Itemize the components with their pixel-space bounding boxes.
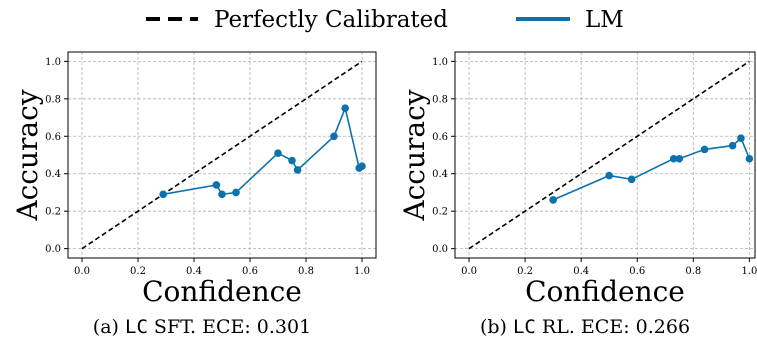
lm-series-line: [552, 136, 751, 201]
lm-point: [627, 175, 636, 184]
lm-point: [737, 134, 745, 142]
x-ticks: 0.0 0.2 0.4 0.6 0.8 1.0: [74, 258, 370, 277]
lm-point: [274, 149, 282, 157]
plot-frame: [454, 51, 756, 259]
x-tick-label: 0.8: [685, 266, 701, 277]
lm-point: [288, 156, 296, 165]
y-tick-label: 0.8: [45, 94, 61, 105]
y-tick-label: 0.0: [45, 244, 61, 255]
lm-point: [605, 171, 614, 180]
x-tick-label: 0.0: [74, 266, 90, 277]
lm-point: [293, 166, 302, 174]
lm-point: [212, 181, 221, 189]
lm-point: [159, 190, 167, 199]
caption: (b) LC RL. ECE: 0.266: [480, 316, 690, 338]
y-tick-label: 0.4: [432, 169, 448, 180]
y-tick-label: 0.4: [45, 169, 61, 180]
x-ticks: 0.0 0.2 0.4 0.6 0.8 1.0: [461, 258, 757, 277]
chart-panel-rl: 0.0 0.2 0.4 0.6 0.8 1.0 0.0 0.2 0.4 0.6 0.8 1.0 Co…: [398, 51, 757, 338]
x-tick-label: 1.0: [354, 266, 370, 277]
x-tick-label: 1.0: [741, 266, 757, 277]
lm-point: [675, 154, 684, 163]
lm-point: [549, 196, 557, 204]
x-tick-label: 0.4: [573, 266, 589, 277]
caption-suffix: SFT. ECE: 0.301: [148, 316, 311, 338]
y-ticks: 0.0 0.2 0.4 0.6 0.8 1.0: [45, 57, 68, 255]
x-tick-label: 0.6: [242, 266, 258, 277]
y-tick-label: 0.2: [432, 207, 448, 218]
y-tick-label: 0.2: [45, 207, 61, 218]
x-axis-label: Confidence: [142, 275, 302, 308]
y-axis-label: Accuracy: [398, 89, 431, 221]
y-tick-label: 1.0: [45, 57, 61, 68]
grid-lines: [455, 52, 755, 258]
y-axis-label: Accuracy: [11, 89, 44, 221]
x-tick-label: 0.4: [186, 266, 202, 277]
lm-point: [700, 145, 709, 154]
x-tick-label: 0.6: [629, 266, 645, 277]
y-tick-label: 1.0: [432, 57, 448, 68]
legend-lm-label: LM: [585, 7, 624, 33]
y-tick-label: 0.6: [45, 132, 61, 143]
lm-point: [728, 141, 737, 150]
grid-lines: [68, 52, 376, 258]
lm-point: [218, 190, 226, 199]
caption-prefix: (a): [93, 316, 125, 338]
lm-point: [358, 162, 366, 171]
legend: Perfectly Calibrated LM: [146, 7, 624, 33]
plot-frame: [67, 51, 377, 259]
x-tick-label: 0.8: [298, 266, 314, 277]
x-tick-label: 0.0: [461, 266, 477, 277]
perfect-calibration-line: [468, 60, 750, 250]
lm-point: [745, 154, 754, 163]
lm-point: [341, 104, 350, 112]
lm-series-line: [163, 105, 363, 196]
caption: (a) LC SFT. ECE: 0.301: [93, 316, 311, 338]
lm-points: [159, 104, 366, 199]
y-ticks: 0.0 0.2 0.4 0.6 0.8 1.0: [432, 57, 455, 255]
caption-prefix: (b): [480, 316, 513, 338]
lm-point: [669, 154, 678, 163]
x-axis-label: Confidence: [525, 275, 685, 308]
legend-perfect-label: Perfectly Calibrated: [214, 7, 448, 33]
x-tick-label: 0.2: [130, 266, 146, 277]
lm-points: [549, 134, 754, 204]
chart-panel-sft: 0.0 0.2 0.4 0.6 0.8 1.0 0.0 0.2 0.4 0.6 0.8 1.0 Co…: [11, 51, 377, 338]
y-tick-label: 0.6: [432, 132, 448, 143]
y-tick-label: 0.8: [432, 94, 448, 105]
lm-point: [330, 132, 338, 141]
caption-mono: LC: [513, 316, 536, 338]
lm-point: [232, 188, 240, 197]
caption-mono: LC: [125, 316, 148, 338]
y-tick-label: 0.0: [432, 244, 448, 255]
perfect-calibration-line: [81, 60, 363, 250]
caption-suffix: RL. ECE: 0.266: [536, 316, 690, 338]
x-tick-label: 0.2: [517, 266, 533, 277]
